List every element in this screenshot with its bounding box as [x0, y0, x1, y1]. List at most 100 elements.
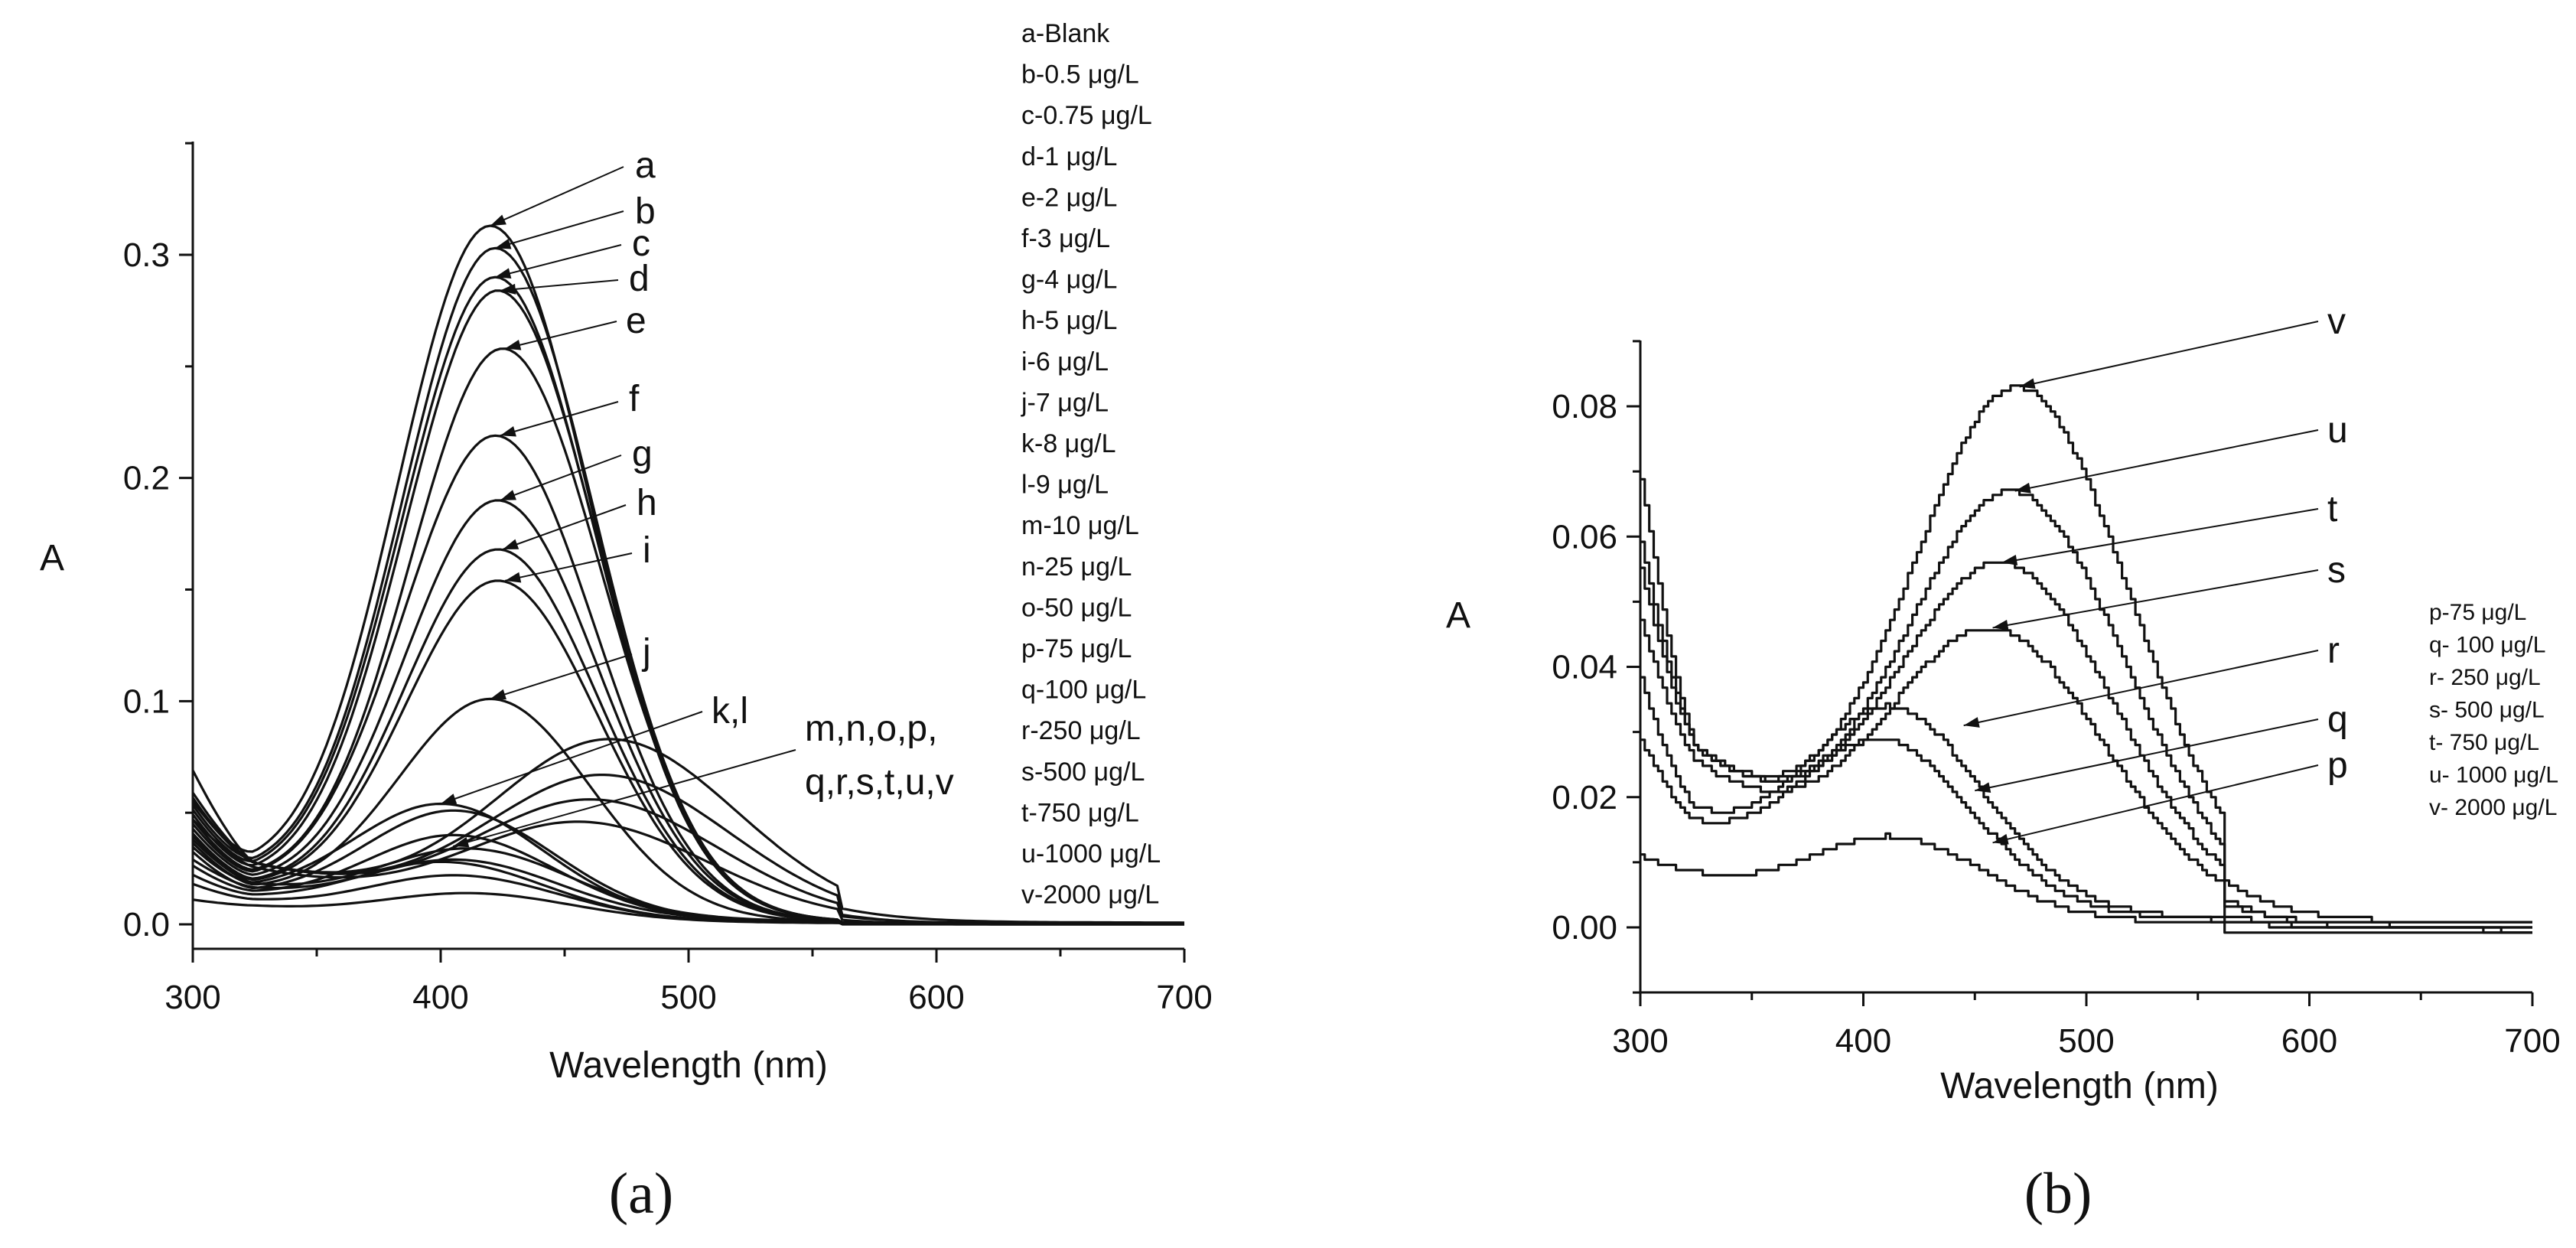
panel-a-legend-item: m-10 μg/L [1021, 511, 1139, 540]
panel-a-legend-item: c-0.75 μg/L [1021, 101, 1152, 130]
panel-b-y-tick-label-4: 0.08 [1552, 388, 1617, 425]
panel-b-label-s: s [2327, 550, 2346, 591]
panel-a-legend-item: u-1000 μg/L [1021, 839, 1161, 868]
panel-b-legend-item: s- 500 μg/L [2429, 698, 2545, 723]
panel-a-arrowhead-6 [500, 490, 516, 500]
panel-a-y-tick-label-2: 0.2 [123, 460, 170, 497]
panel-a-y-axis-label: A [40, 538, 64, 578]
panel-a-x-axis-label: Wavelength (nm) [549, 1045, 828, 1086]
panel-b-y-tick-label-0: 0.00 [1552, 909, 1617, 947]
panel-a-legend-item: v-2000 μg/L [1021, 881, 1159, 910]
panel-b-x-tick-label-500: 500 [2058, 1022, 2114, 1060]
panel-a-label-qrstuv: q,r,s,t,u,v [805, 762, 954, 803]
panel-b-y-tick-label-2: 0.04 [1552, 649, 1617, 686]
panel-a-arrow-4 [505, 321, 617, 350]
panel-a-y-tick-label-0: 0.0 [123, 906, 170, 943]
panel-a-arrow-10 [440, 711, 703, 805]
panel-a-arrows [440, 166, 796, 848]
panel-a-curve-v [191, 738, 1185, 924]
panel-b-arrowhead-p [1992, 833, 2009, 845]
panel-b-arrowhead-s [1992, 620, 2009, 631]
panel-a-caption: (a) [609, 1162, 673, 1226]
panel-b-x-tick-label-700: 700 [2504, 1022, 2560, 1060]
panel-b-caption: (b) [2024, 1162, 2092, 1226]
panel-a-arrowhead-8 [505, 572, 522, 583]
panel-b-label-q: q [2327, 699, 2348, 740]
panel-a-legend-item: n-25 μg/L [1021, 552, 1132, 582]
panel-a-arrowhead-1 [495, 238, 512, 249]
panel-b-arrow-v [2019, 321, 2319, 388]
panel-b-x-tick-label-400: 400 [1835, 1022, 1891, 1060]
panel-b-arrow-r [1963, 650, 2319, 727]
panel-a-legend-item: g-4 μg/L [1021, 266, 1117, 295]
panel-a-label-d: d [629, 259, 650, 299]
panel-b-y-tick-label-3: 0.06 [1552, 518, 1617, 556]
panel-a-legend-item: e-2 μg/L [1021, 183, 1117, 212]
panel-b-x-tick-label-600: 600 [2281, 1022, 2337, 1060]
panel-a-arrow-1 [495, 210, 624, 249]
panel-a-legend-item: i-6 μg/L [1021, 347, 1109, 376]
panel-a-arrowhead-4 [505, 339, 522, 350]
panel-b-x-tick-label-300: 300 [1612, 1022, 1668, 1060]
panel-b-legend-item: q- 100 μg/L [2429, 633, 2545, 658]
panel-a-label-f: f [629, 379, 640, 419]
panel-b-curve-t [1640, 561, 2532, 929]
panel-a-arrowhead-5 [500, 426, 516, 437]
panel-a-x-tick-label-500: 500 [660, 979, 716, 1016]
panel-b-arrow-t [2001, 508, 2319, 564]
panel-a-legend-item: j-7 μg/L [1021, 388, 1109, 417]
panel-a-label-j: j [641, 632, 651, 673]
panel-a-legend-item: f-3 μg/L [1021, 224, 1110, 253]
panel-a-x-tick-label-700: 700 [1156, 979, 1212, 1016]
panel-a-curve-u [191, 774, 1184, 926]
panel-a-arrow-11 [452, 749, 796, 847]
panel-a-label-i: i [643, 530, 651, 571]
panel-b-arrow-u [2014, 429, 2319, 492]
panel-a-arrowhead-3 [500, 283, 516, 295]
panel-a-label-a: a [635, 145, 656, 186]
panel-a-label-e: e [626, 301, 646, 341]
panel-b-legend: p-75 μg/L q- 100 μg/L r- 250 μg/L s- 500 μg… [2429, 600, 2558, 820]
panel-b-curve-v [1640, 384, 2532, 924]
panel-b-arrowhead-r [1963, 717, 1980, 728]
panel-b-label-r: r [2327, 631, 2340, 671]
panel-a-legend-item: o-50 μg/L [1021, 593, 1132, 622]
panel-a-legend-item: p-75 μg/L [1021, 634, 1132, 663]
panel-a-legend-item: s-500 μg/L [1021, 758, 1145, 787]
panel-b-legend-item: t- 750 μg/L [2429, 730, 2539, 755]
panel-b-label-v: v [2327, 301, 2346, 342]
panel-a-legend-item: h-5 μg/L [1021, 306, 1117, 335]
panel-a-y-tick-label-1: 0.1 [123, 683, 170, 720]
panel-b-arrowhead-v [2019, 378, 2036, 389]
panel-a-arrow-2 [495, 244, 622, 279]
panel-b-y-tick-label-1: 0.02 [1552, 779, 1617, 816]
panel-a-arrowhead-2 [495, 268, 512, 279]
panel-a-curves [191, 224, 1185, 926]
panel-a-x-tick-label-400: 400 [412, 979, 468, 1016]
panel-b-arrowhead-u [2014, 482, 2031, 494]
panel-b-arrow-p [1992, 764, 2319, 844]
panel-a-arrowhead-9 [490, 689, 506, 700]
panel-b-x-axis-label: Wavelength (nm) [1940, 1066, 2219, 1106]
panel-b-legend-item: v- 2000 μg/L [2429, 795, 2557, 820]
panel-b-arrowhead-q [1975, 782, 1991, 793]
panel-b-label-p: p [2327, 745, 2348, 786]
panel-b-y-axis-label: A [1446, 595, 1470, 636]
panel-b-curve-p [1640, 832, 2532, 924]
panel-a-arrow-0 [490, 166, 624, 226]
panel-b-curve-u [1640, 488, 2532, 934]
panel-a-arrow-3 [500, 279, 619, 292]
panel-b-curves [1640, 384, 2532, 934]
panel-b-label-u: u [2327, 410, 2348, 451]
panel-a-label-mnop: m,n,o,p, [805, 709, 937, 749]
panel-a-arrow-9 [490, 653, 633, 700]
panel-b-label-t: t [2327, 489, 2337, 530]
panel-a-legend-item: l-9 μg/L [1021, 471, 1109, 500]
panel-a-arrow-7 [502, 504, 627, 550]
panel-b-legend-item: r- 250 μg/L [2429, 665, 2541, 690]
panel-a-label-c: c [632, 223, 650, 264]
panel-a-label-h: h [637, 483, 657, 523]
panel-b-legend-item: u- 1000 μg/L [2429, 763, 2558, 788]
